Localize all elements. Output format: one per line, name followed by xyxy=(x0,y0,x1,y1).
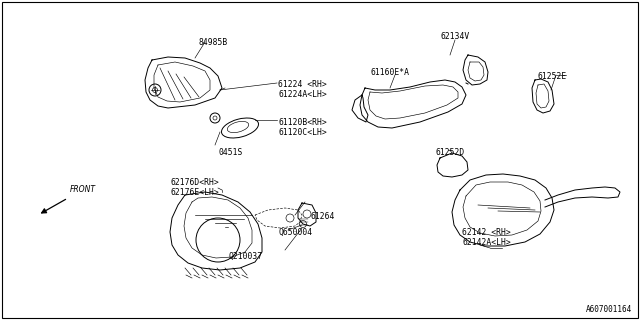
Text: 61252E: 61252E xyxy=(537,72,566,81)
Text: FRONT: FRONT xyxy=(70,185,96,194)
Text: 84985B: 84985B xyxy=(198,38,227,47)
Text: 61160E*A: 61160E*A xyxy=(370,68,409,77)
Text: 61224A<LH>: 61224A<LH> xyxy=(278,90,327,99)
Text: A607001164: A607001164 xyxy=(586,305,632,314)
Text: 0451S: 0451S xyxy=(218,148,243,157)
Text: 62176E<LH>: 62176E<LH> xyxy=(170,188,219,197)
Text: 62176D<RH>: 62176D<RH> xyxy=(170,178,219,187)
Text: 62142 <RH>: 62142 <RH> xyxy=(462,228,511,237)
Text: 61252D: 61252D xyxy=(435,148,464,157)
Text: 62142A<LH>: 62142A<LH> xyxy=(462,238,511,247)
Text: Q210037: Q210037 xyxy=(228,252,262,261)
Text: 61120C<LH>: 61120C<LH> xyxy=(278,128,327,137)
Text: Q650004: Q650004 xyxy=(278,228,312,237)
Text: 62134V: 62134V xyxy=(440,32,469,41)
Text: 61224 <RH>: 61224 <RH> xyxy=(278,80,327,89)
Text: 61264: 61264 xyxy=(310,212,334,221)
Text: 61120B<RH>: 61120B<RH> xyxy=(278,118,327,127)
